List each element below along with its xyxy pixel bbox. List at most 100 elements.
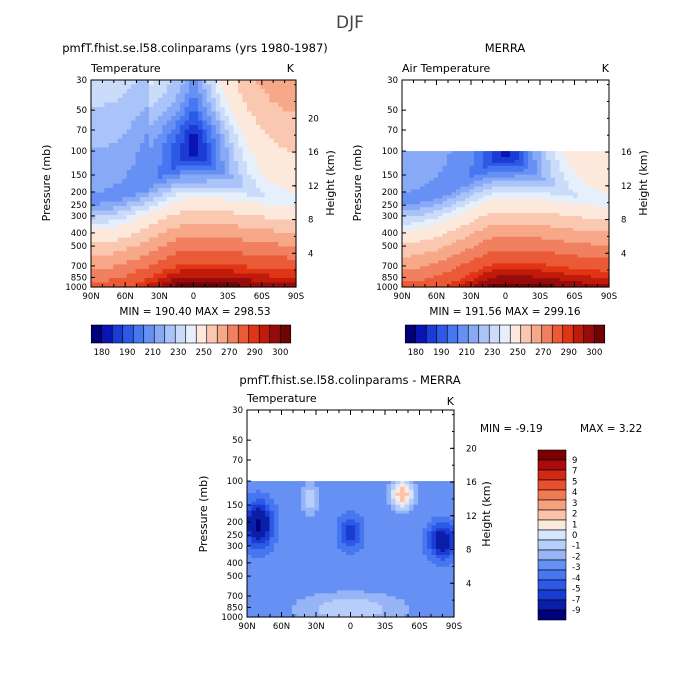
- contour-cell: [474, 156, 480, 161]
- contour-cell: [269, 507, 275, 512]
- contour-cell: [197, 188, 204, 194]
- panel-model-axes: 305070100150200250300400500700850100090N…: [65, 76, 318, 302]
- contour-cell: [206, 278, 212, 284]
- contour-cell: [346, 504, 352, 509]
- contour-cell: [95, 179, 101, 185]
- contour-cell: [229, 111, 235, 117]
- contour-cell: [197, 282, 204, 288]
- contour-cell: [323, 489, 329, 494]
- contour-cell: [264, 260, 270, 266]
- contour-cell: [582, 266, 588, 270]
- contour-cell: [242, 206, 248, 212]
- contour-cell: [197, 147, 204, 153]
- contour-cell: [469, 266, 475, 270]
- contour-cell: [148, 237, 154, 243]
- contour-cell: [301, 510, 307, 515]
- contour-cell: [211, 278, 217, 284]
- contour-cell: [451, 254, 457, 259]
- contour-cell: [269, 102, 275, 108]
- contour-cell: [564, 210, 570, 214]
- contour-cell: [144, 143, 150, 149]
- contour-cell: [546, 159, 552, 164]
- contour-cell: [108, 246, 114, 252]
- contour-cell: [474, 272, 480, 276]
- colorbar-swatch: [415, 324, 427, 344]
- contour-cell: [402, 245, 408, 250]
- contour-cell: [269, 93, 275, 99]
- contour-cell: [91, 251, 97, 257]
- contour-cell: [238, 188, 244, 194]
- contour-cell: [126, 192, 132, 198]
- contour-cell: [514, 227, 520, 232]
- contour-cell: [273, 120, 279, 126]
- contour-cell: [108, 233, 114, 239]
- contour-cell: [269, 264, 275, 270]
- contour-cell: [264, 93, 270, 99]
- contour-cell: [104, 197, 110, 203]
- contour-cell: [131, 161, 137, 167]
- contour-cell: [95, 255, 101, 261]
- contour-cell: [528, 171, 534, 176]
- contour-cell: [433, 198, 439, 202]
- contour-cell: [420, 219, 426, 223]
- y-tick-label: 400: [71, 229, 87, 239]
- contour-cell: [532, 266, 538, 270]
- contour-cell: [148, 170, 154, 176]
- contour-cell: [541, 171, 547, 176]
- contour-cell: [519, 278, 525, 282]
- contour-cell: [314, 492, 320, 497]
- contour-cell: [492, 263, 498, 267]
- contour-cell: [537, 195, 543, 199]
- contour-cell: [171, 165, 177, 171]
- contour-cell: [442, 260, 448, 264]
- contour-cell: [577, 159, 583, 164]
- contour-cell: [478, 281, 484, 285]
- x-tick-label: 60N: [428, 292, 445, 302]
- contour-cell: [465, 213, 471, 217]
- contour-cell: [564, 151, 570, 155]
- contour-cell: [260, 183, 266, 189]
- contour-cell: [505, 245, 511, 250]
- contour-cell: [595, 236, 601, 241]
- contour-cell: [140, 174, 146, 180]
- contour-cell: [278, 282, 284, 288]
- contour-cell: [282, 183, 288, 189]
- contour-cell: [564, 239, 570, 244]
- contour-cell: [582, 207, 588, 211]
- contour-cell: [238, 197, 244, 203]
- contour-cell: [206, 89, 212, 95]
- contour-cell: [451, 177, 457, 182]
- contour-cell: [595, 272, 601, 276]
- contour-cell: [409, 495, 415, 500]
- contour-cell: [474, 281, 480, 285]
- contour-cell: [523, 221, 529, 226]
- contour-cell: [595, 248, 601, 253]
- contour-cell: [415, 269, 421, 273]
- contour-cell: [202, 102, 208, 108]
- contour-cell: [496, 183, 502, 188]
- contour-cell: [148, 183, 154, 189]
- contour-cell: [273, 125, 279, 131]
- contour-cell: [604, 171, 610, 176]
- contour-cell: [582, 198, 588, 202]
- contour-cell: [215, 129, 221, 135]
- contour-cell: [346, 489, 352, 494]
- contour-cell: [341, 489, 347, 494]
- contour-cell: [264, 89, 270, 95]
- contour-cell: [469, 162, 475, 167]
- contour-cell: [564, 275, 570, 279]
- contour-cell: [359, 498, 365, 503]
- contour-cell: [555, 189, 561, 194]
- contour-cell: [282, 84, 288, 90]
- contour-cell: [233, 237, 239, 243]
- contour-cell: [429, 177, 435, 182]
- contour-cell: [541, 245, 547, 250]
- contour-cell: [166, 233, 172, 239]
- contour-cell: [532, 156, 538, 161]
- contour-cell: [260, 156, 266, 162]
- contour-cell: [144, 237, 150, 243]
- contour-cell: [505, 242, 511, 247]
- contour-cell: [496, 192, 502, 196]
- contour-cell: [278, 492, 284, 497]
- contour-cell: [555, 254, 561, 259]
